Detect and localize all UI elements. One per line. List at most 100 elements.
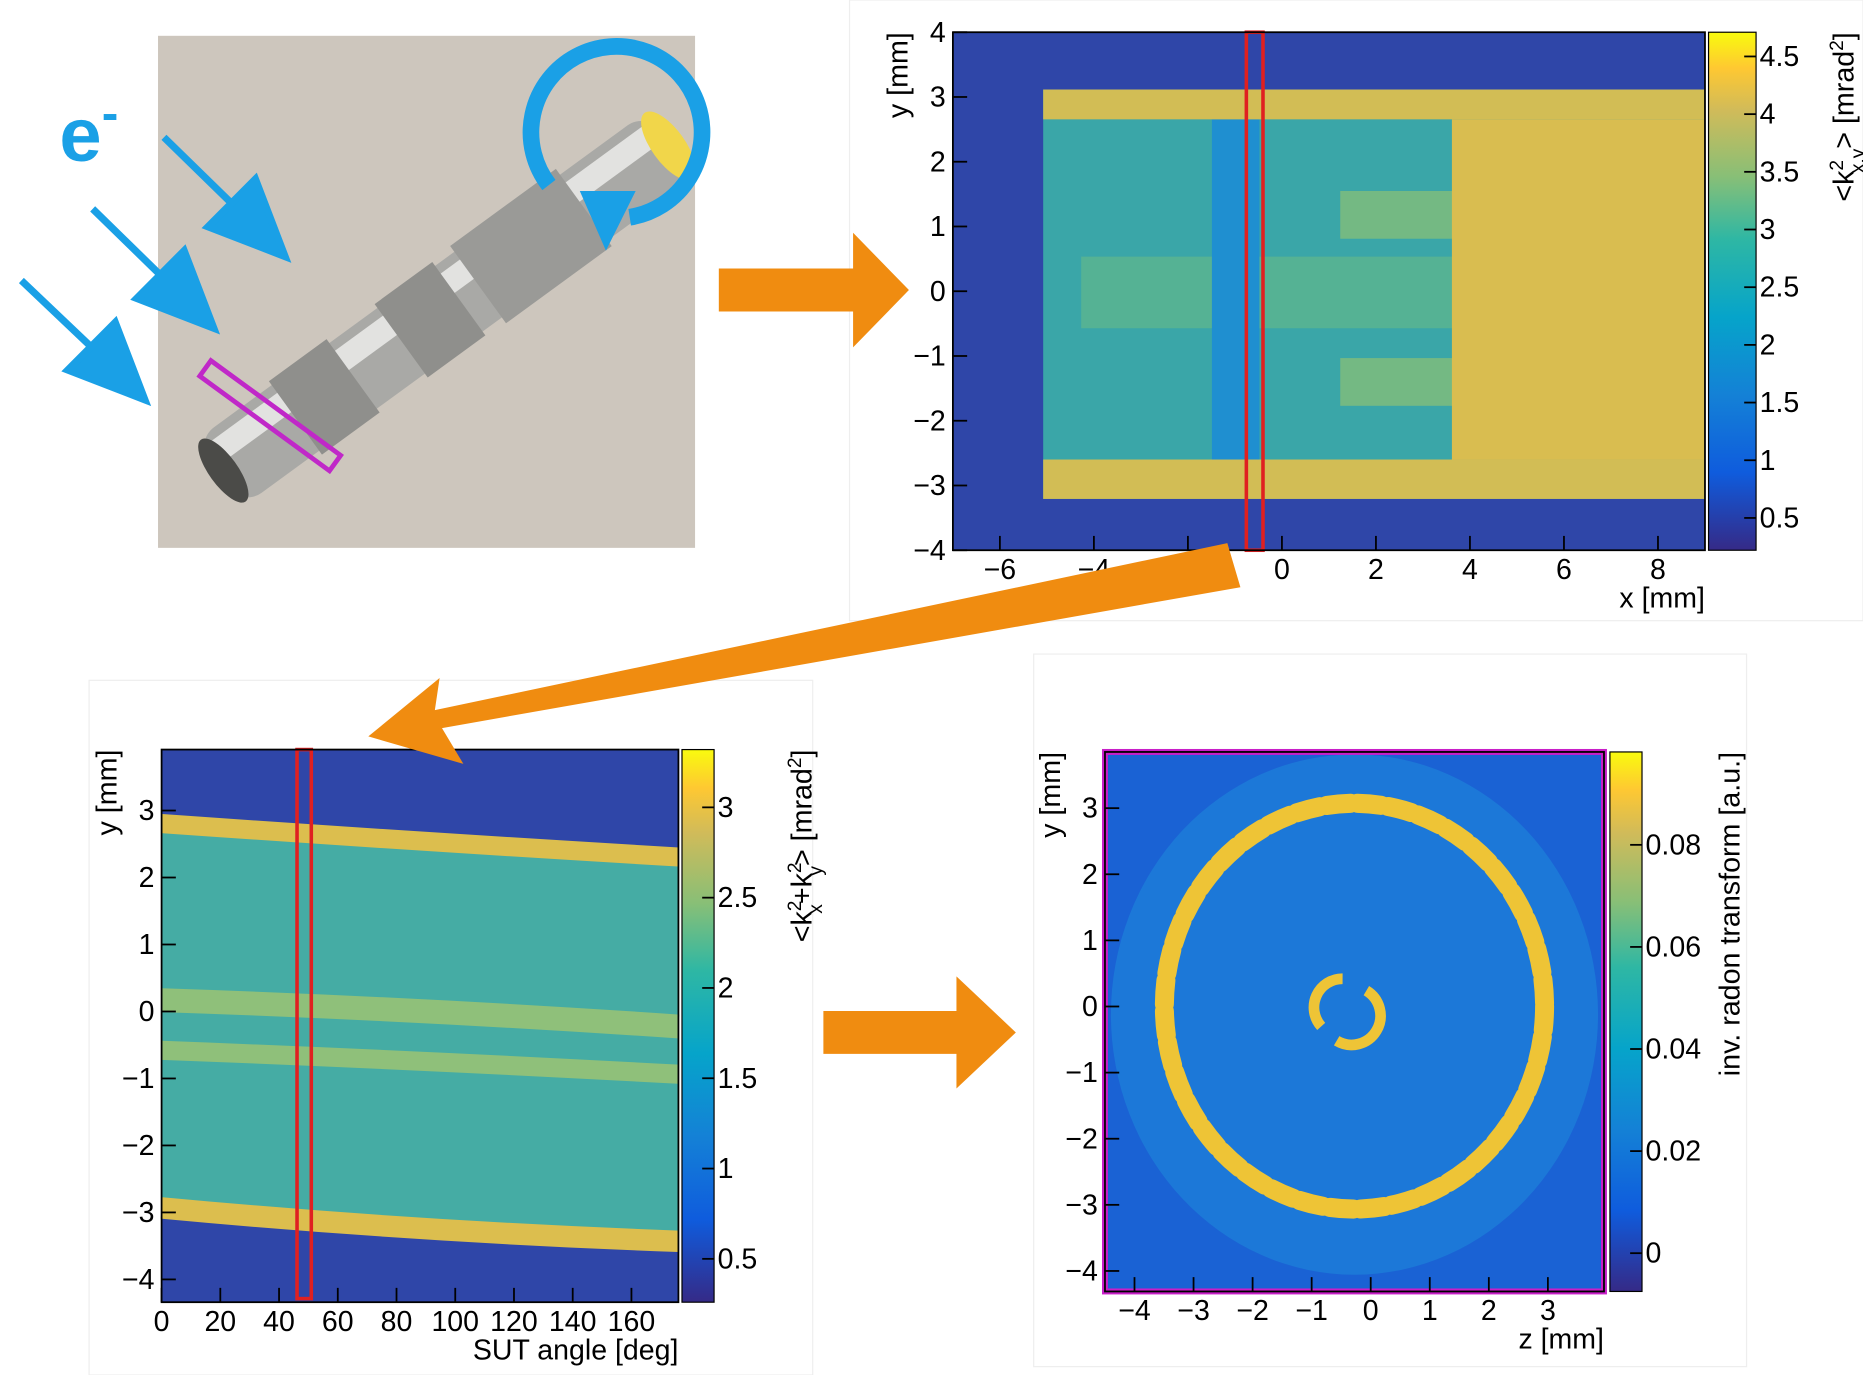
y-tick-label: 3 xyxy=(1082,793,1098,825)
y-tick-label: −1 xyxy=(122,1063,155,1095)
y-tick-label: −4 xyxy=(913,535,946,567)
colorbar-label: <k2x+k2y> [mrad2] xyxy=(785,750,827,943)
x-tick-label: −2 xyxy=(1236,1295,1269,1327)
colorbar-label-part: inv. radon transform [a.u.] xyxy=(1714,752,1746,1076)
y-tick-label: −1 xyxy=(913,340,946,372)
colorbar-label-part: +k xyxy=(787,872,819,904)
x-tick-label: 6 xyxy=(1556,554,1572,586)
y-tick-label: 0 xyxy=(139,996,155,1028)
x-tick-label: 1 xyxy=(1422,1295,1438,1327)
colorbar-tick-label: 2 xyxy=(718,972,734,1004)
y-tick-label: 1 xyxy=(139,929,155,961)
colorbar-label-part: <k xyxy=(1829,170,1861,202)
y-tick-label: −2 xyxy=(913,405,946,437)
x-tick-label: 60 xyxy=(322,1306,354,1338)
x-axis-label: SUT angle [deg] xyxy=(473,1334,679,1366)
colorbar-label: inv. radon transform [a.u.] xyxy=(1714,752,1746,1076)
x-tick-label: 4 xyxy=(1462,554,1478,586)
colorbar xyxy=(1709,32,1757,550)
colorbar-tick-label: 0.5 xyxy=(1760,502,1800,534)
colorbar-tick-label: 1.5 xyxy=(1760,387,1800,419)
x-tick-label: 100 xyxy=(431,1306,479,1338)
x-tick-label: 80 xyxy=(381,1306,413,1338)
y-axis-label: y [mm] xyxy=(91,750,123,836)
colorbar-tick-label: 2 xyxy=(1760,329,1776,361)
colorbar-label-part: 2 xyxy=(785,758,806,769)
colorbar-label-part: 2 xyxy=(1827,160,1848,171)
y-tick-label: 4 xyxy=(930,17,946,49)
colorbar-label-part: <k xyxy=(787,910,819,942)
colorbar-label-part: 2 xyxy=(1827,40,1848,51)
colorbar-tick-label: 0.08 xyxy=(1646,829,1701,861)
colorbar-label-part: > [mrad xyxy=(787,768,819,866)
colorbar-tick-label: 3 xyxy=(1760,214,1776,246)
x-tick-label: 140 xyxy=(549,1306,597,1338)
page: e- −6 −4 −2 0 2 4 6 8 −4 −3 −2 −1 0 1 2 3 4 x [mm] y [mm] 0… xyxy=(0,0,1863,1375)
y-axis-label: y [mm] xyxy=(1035,752,1067,838)
x-tick-label: 0 xyxy=(154,1306,170,1338)
colorbar xyxy=(682,750,714,1303)
beam-label-text: e xyxy=(59,93,101,178)
colorbar-label-part: x xyxy=(806,904,827,914)
y-tick-label: −2 xyxy=(122,1130,155,1162)
x-tick-label: −4 xyxy=(1118,1295,1151,1327)
photo: e- xyxy=(21,36,709,548)
colorbar-tick-label: 3 xyxy=(718,792,734,824)
y-tick-label: −3 xyxy=(913,470,946,502)
x-tick-label: 2 xyxy=(1368,554,1384,586)
colorbar-tick-label: 4 xyxy=(1760,99,1776,131)
colorbar-label: <k2x,y> [mrad2] xyxy=(1827,32,1863,201)
beam-label-sup: - xyxy=(102,85,119,141)
colorbar-tick-label: 0.04 xyxy=(1646,1033,1702,1065)
colorbar-tick-label: 0.06 xyxy=(1646,931,1701,963)
figure: e- −6 −4 −2 0 2 4 6 8 −4 −3 −2 −1 0 1 2 3 4 x [mm] y [mm] 0… xyxy=(0,0,1863,1375)
x-axis-label: x [mm] xyxy=(1619,582,1705,614)
y-tick-label: 2 xyxy=(930,146,946,178)
y-tick-label: 2 xyxy=(1082,859,1098,891)
y-tick-label: 0 xyxy=(1082,991,1098,1023)
colorbar-label-part: > [mrad xyxy=(1829,51,1861,149)
y-tick-label: −2 xyxy=(1065,1123,1098,1155)
y-tick-label: 1 xyxy=(930,211,946,243)
colorbar-tick-label: 2.5 xyxy=(1760,272,1800,304)
colorbar-label-part: ] xyxy=(1829,32,1861,40)
x-tick-label: 2 xyxy=(1481,1295,1497,1327)
y-tick-label: −4 xyxy=(1065,1255,1098,1287)
colorbar-tick-label: 1 xyxy=(1760,445,1776,477)
x-tick-label: 3 xyxy=(1540,1295,1556,1327)
colorbar-label-part: x,y xyxy=(1848,148,1863,173)
heatmap xyxy=(1105,752,1604,1291)
y-tick-label: 3 xyxy=(930,81,946,113)
beam-label: e- xyxy=(59,85,118,178)
colorbar-label-part: y xyxy=(806,866,827,876)
y-axis-label: y [mm] xyxy=(883,32,915,118)
y-tick-label: 0 xyxy=(930,276,946,308)
x-tick-label: 40 xyxy=(263,1306,295,1338)
y-tick-label: −3 xyxy=(1065,1189,1098,1221)
colorbar-tick-label: 1.5 xyxy=(718,1063,758,1095)
colorbar-tick-label: 2.5 xyxy=(718,882,758,914)
x-tick-label: −6 xyxy=(984,554,1017,586)
x-tick-label: 160 xyxy=(608,1306,656,1338)
y-tick-label: 2 xyxy=(139,862,155,894)
colorbar-tick-label: 0 xyxy=(1646,1238,1662,1270)
heatmap xyxy=(162,750,679,1303)
x-tick-label: 20 xyxy=(204,1306,236,1338)
x-tick-label: 0 xyxy=(1363,1295,1379,1327)
x-tick-label: 120 xyxy=(490,1306,538,1338)
y-tick-label: −1 xyxy=(1065,1057,1098,1089)
heatmap xyxy=(953,32,1705,550)
colorbar-tick-label: 1 xyxy=(718,1153,734,1185)
x-tick-label: 8 xyxy=(1650,554,1666,586)
y-tick-label: −3 xyxy=(122,1197,155,1229)
y-tick-label: 3 xyxy=(139,795,155,827)
colorbar-tick-label: 3.5 xyxy=(1760,156,1800,188)
y-tick-label: −4 xyxy=(122,1264,155,1296)
colorbar-label-part: ] xyxy=(787,750,819,758)
colorbar-tick-label: 0.5 xyxy=(718,1243,758,1275)
y-tick-label: 1 xyxy=(1082,925,1098,957)
colorbar-tick-label: 4.5 xyxy=(1760,41,1800,73)
x-tick-label: −1 xyxy=(1295,1295,1328,1327)
x-tick-label: 0 xyxy=(1274,554,1290,586)
colorbar-tick-label: 0.02 xyxy=(1646,1136,1701,1168)
